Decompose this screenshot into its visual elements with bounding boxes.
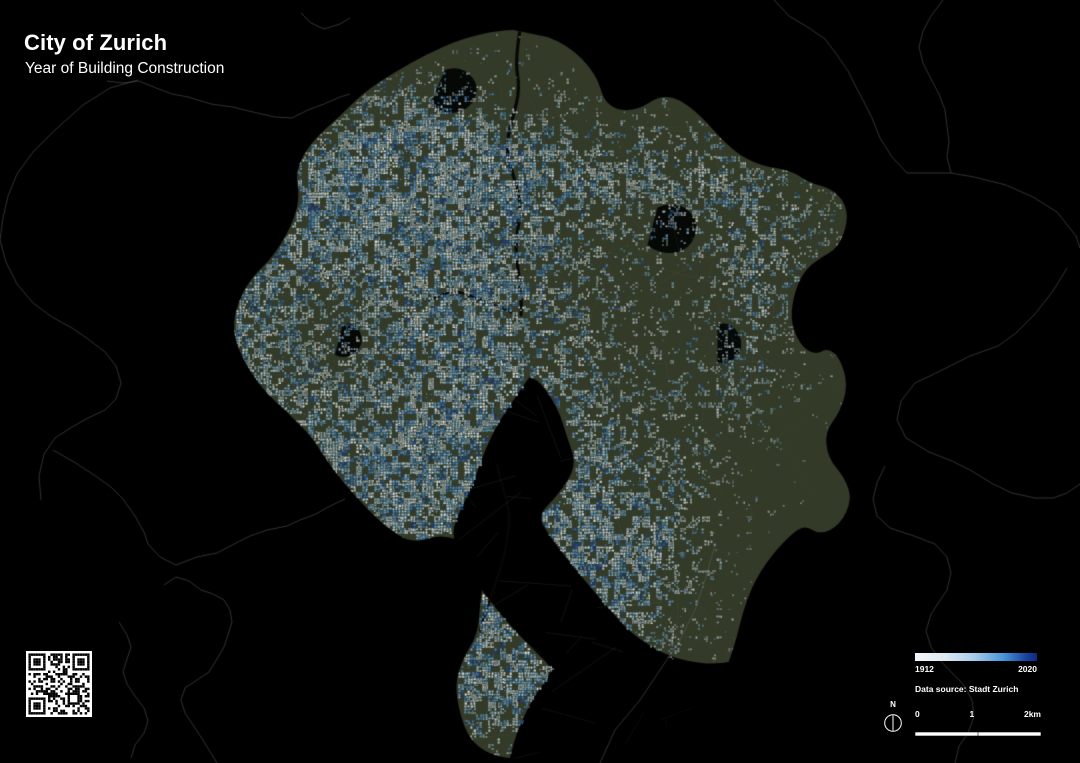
svg-text:N: N <box>890 700 896 709</box>
